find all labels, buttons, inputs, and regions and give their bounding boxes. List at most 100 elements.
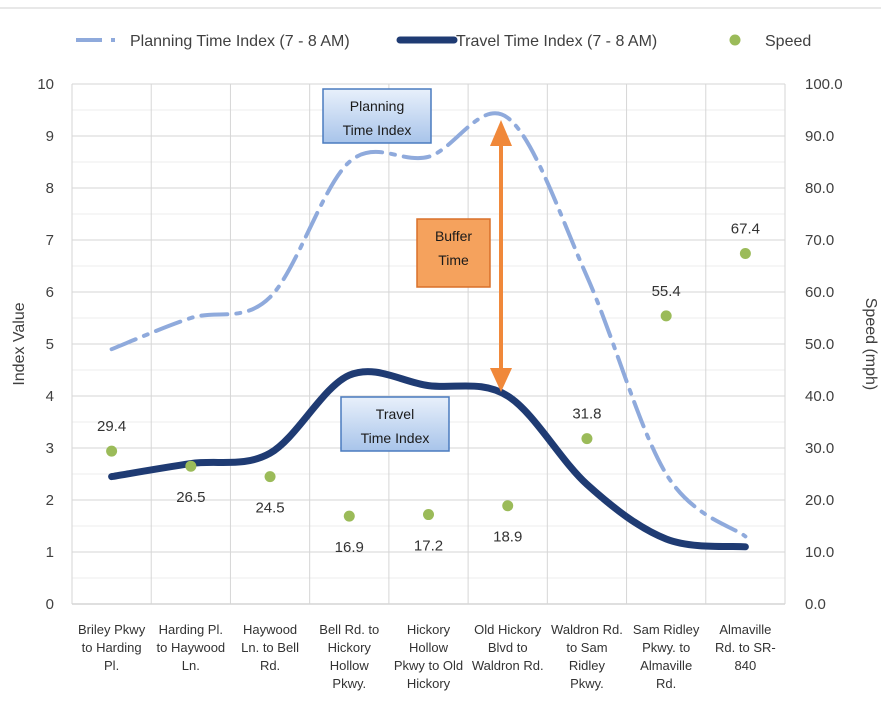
category-label-line: Harding Pl. [159, 622, 223, 637]
buffer-annotation-text: Buffer [435, 228, 472, 244]
speed-marker [423, 509, 434, 521]
left-tick-label: 7 [46, 232, 54, 249]
category-label-line: Pkwy. [570, 676, 604, 691]
travel-time-index-line [108, 368, 749, 551]
right-tick-label: 10.0 [805, 544, 834, 561]
planning-time-index-line [109, 111, 748, 539]
category-label-line: Waldron Rd. [551, 622, 623, 637]
category-label-line: Briley Pkwy [78, 622, 146, 637]
left-tick-label: 1 [46, 544, 54, 561]
category-label: Old Hickory Blvd to Waldron Rd. [472, 622, 544, 673]
category-label-line: 840 [735, 658, 757, 673]
category-label-line: Pkwy. to [642, 640, 690, 655]
right-tick-label: 80.0 [805, 180, 834, 197]
speed-data-label: 24.5 [255, 500, 284, 517]
right-tick-label: 30.0 [805, 440, 834, 457]
category-label: Bell Rd. to Hickory Hollow Pkwy. [319, 622, 379, 691]
category-label-line: to Sam [566, 640, 607, 655]
speed-data-label: 26.5 [176, 489, 205, 506]
category-label: Waldron Rd. to Sam Ridley Pkwy. [551, 622, 623, 691]
left-tick-label: 6 [46, 284, 54, 301]
category-label-line: Waldron Rd. [472, 658, 544, 673]
speed-data-label: 55.4 [652, 283, 681, 300]
planning-annotation-text: Planning [350, 98, 405, 114]
right-tick-label: 0.0 [805, 596, 826, 613]
speed-marker [264, 471, 276, 483]
right-tick-label: 40.0 [805, 388, 834, 405]
category-label-line: Bell Rd. to [319, 622, 379, 637]
annotations: Planning Time Index Travel Time Index Buffer… [322, 88, 512, 452]
category-label-line: Hollow [409, 640, 449, 655]
category-label-line: Haywood [243, 622, 297, 637]
category-label-line: Hickory [407, 622, 451, 637]
speed-marker [502, 500, 514, 512]
category-label-line: Almaville [640, 658, 692, 673]
right-tick-label: 50.0 [805, 336, 834, 353]
right-tick-label: 70.0 [805, 232, 834, 249]
right-tick-label: 100.0 [805, 76, 843, 93]
category-label-line: Pkwy to Old [394, 658, 463, 673]
left-axis-ticks: 0 1 2 3 4 5 6 7 8 9 10 [37, 76, 54, 613]
category-label-line: to Harding [82, 640, 142, 655]
category-label: Haywood Ln. to Bell Rd. [241, 622, 299, 673]
category-label-line: Rd. [260, 658, 280, 673]
category-label-line: Rd. to SR- [715, 640, 776, 655]
category-label-line: Old Hickory [474, 622, 542, 637]
buffer-arrow-head-down [490, 368, 512, 392]
speed-data-label: 29.4 [97, 418, 126, 435]
legend-planning-label: Planning Time Index (7 - 8 AM) [130, 33, 350, 50]
category-label-line: Sam Ridley [633, 622, 700, 637]
left-tick-label: 4 [46, 388, 54, 405]
speed-marker [581, 433, 593, 445]
left-tick-label: 10 [37, 76, 54, 93]
legend-travel-label: Travel Time Index (7 - 8 AM) [456, 33, 657, 50]
category-label-line: Rd. [656, 676, 676, 691]
left-tick-label: 2 [46, 492, 54, 509]
speed-marker [106, 445, 118, 457]
speed-data-label: 31.8 [572, 406, 601, 423]
category-label-line: Hickory [328, 640, 372, 655]
left-tick-label: 0 [46, 596, 54, 613]
legend-speed-label: Speed [765, 33, 811, 50]
right-tick-label: 20.0 [805, 492, 834, 509]
category-label-line: Blvd to [488, 640, 528, 655]
series-layer: 29.4 26.5 24.5 16.9 17.2 18.9 31.8 55.4 67.4 [97, 111, 760, 556]
right-tick-label: 90.0 [805, 128, 834, 145]
right-tick-label: 60.0 [805, 284, 834, 301]
buffer-annotation-text: Time [438, 252, 469, 268]
right-axis-ticks: 0.0 10.0 20.0 30.0 40.0 50.0 60.0 70.0 80.0 90.0 1… [805, 76, 843, 613]
category-label-line: Hollow [330, 658, 370, 673]
category-label-line: Ridley [569, 658, 606, 673]
buffer-arrow-head-up [490, 120, 512, 146]
right-axis-title: Speed (mph) [862, 298, 879, 391]
travel-annotation-text: Travel [376, 406, 414, 422]
speed-data-label: 16.9 [335, 539, 364, 556]
planning-annotation-text: Time Index [343, 122, 412, 138]
speed-marker [185, 460, 197, 472]
speed-marker [660, 310, 672, 322]
travel-annotation-text: Time Index [361, 430, 430, 446]
category-label: Almaville Rd. to SR- 840 [715, 622, 776, 673]
left-tick-label: 5 [46, 336, 54, 353]
speed-data-label: 67.4 [731, 221, 760, 238]
planning-annotation-box [322, 88, 432, 144]
category-label-line: Pkwy. [332, 676, 366, 691]
gridlines [71, 83, 786, 605]
category-label-line: Ln. to Bell [241, 640, 299, 655]
left-tick-label: 8 [46, 180, 54, 197]
category-label-line: Almaville [719, 622, 771, 637]
category-label: Sam Ridley Pkwy. to Almaville Rd. [633, 622, 700, 691]
left-axis-title: Index Value [11, 302, 28, 385]
category-labels: Briley Pkwy to Harding Pl. Harding Pl. to Ha… [78, 622, 776, 691]
legend-speed-swatch [729, 34, 741, 46]
buffer-annotation-box [416, 218, 491, 288]
speed-data-label: 18.9 [493, 529, 522, 546]
travel-annotation-box [340, 396, 450, 452]
speed-marker [739, 248, 751, 260]
category-label: Harding Pl. to Haywood Ln. [157, 622, 226, 673]
left-tick-label: 3 [46, 440, 54, 457]
left-tick-label: 9 [46, 128, 54, 145]
category-label: Briley Pkwy to Harding Pl. [78, 622, 146, 673]
category-label-line: Hickory [407, 676, 451, 691]
